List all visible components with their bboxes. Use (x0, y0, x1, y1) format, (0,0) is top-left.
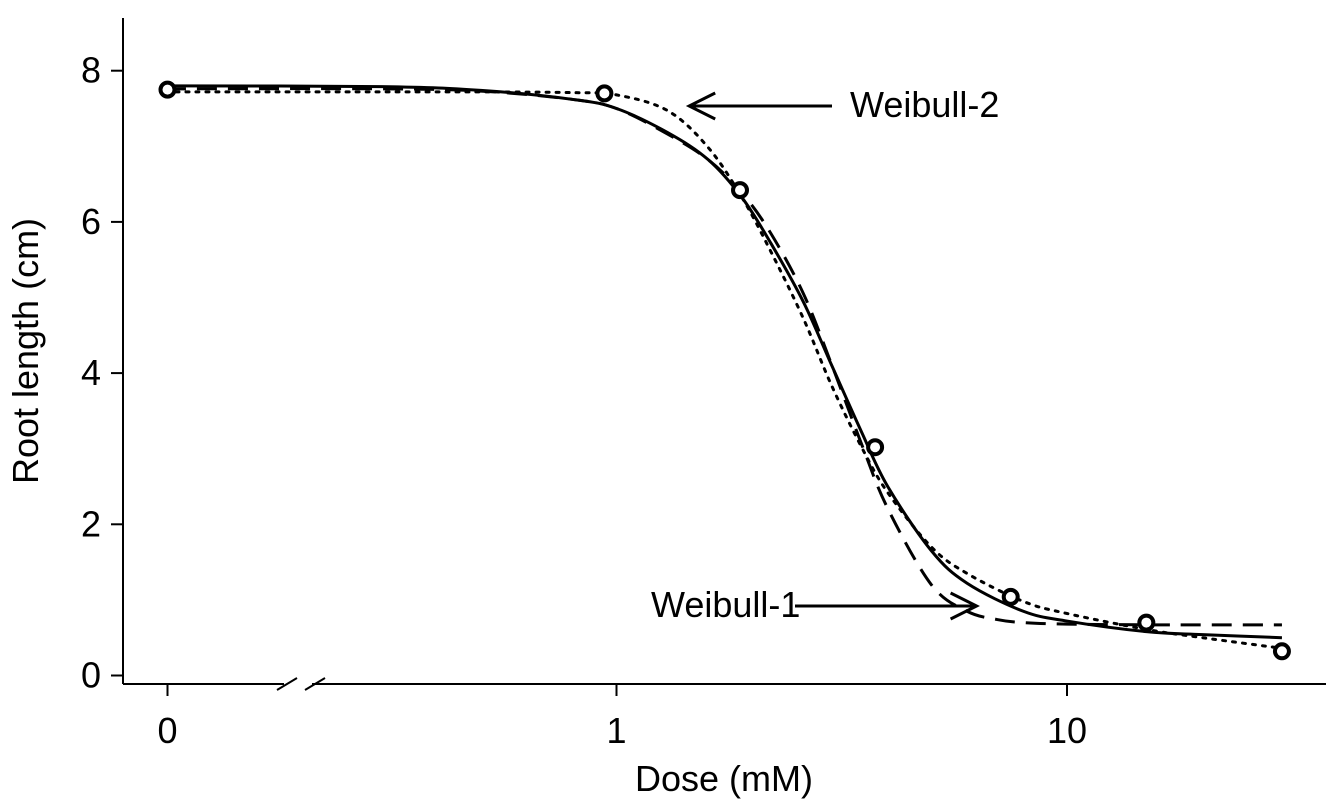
curve-solid (165, 84, 1282, 640)
data-point (866, 438, 885, 457)
curve-dashed (165, 87, 1282, 627)
annotation-arrowhead (685, 91, 716, 121)
x-axis-break-mark (304, 677, 326, 691)
data-point (731, 181, 750, 200)
annotation-label: Weibull-1 (651, 584, 800, 625)
data-point (1001, 587, 1020, 606)
curve-dotted (164, 90, 1284, 650)
y-tick-label: 8 (81, 50, 101, 91)
axes: 0 2 4 6 8 0 1 10 Dose (mM) Root length (cm) (5, 18, 1326, 799)
x-tick-label: 10 (1047, 710, 1087, 751)
data-point (1272, 642, 1291, 661)
y-tick-label: 4 (81, 352, 101, 393)
y-tick-label: 6 (81, 201, 101, 242)
y-tick-label: 0 (81, 655, 101, 696)
observations (158, 80, 1291, 661)
data-point (158, 80, 177, 99)
fitted-curves (164, 84, 1284, 650)
x-tick-label: 1 (606, 710, 626, 751)
x-tick-label: 0 (157, 710, 177, 751)
annotation-arrowhead (949, 591, 980, 621)
x-axis-title: Dose (mM) (635, 758, 813, 799)
annotation-label: Weibull-2 (850, 84, 999, 125)
data-point (595, 84, 614, 103)
annotations: Weibull-2 Weibull-1 (651, 84, 999, 625)
y-axis-title: Root length (cm) (5, 218, 46, 484)
data-point (1137, 613, 1156, 632)
y-tick-label: 2 (81, 503, 101, 544)
x-axis-break-mark (276, 677, 298, 691)
